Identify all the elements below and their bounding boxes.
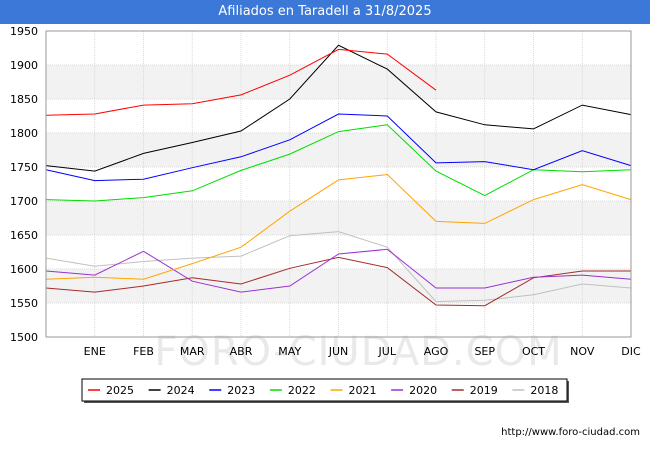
x-tick-label: SEP: [474, 345, 495, 358]
series-line-2021: [45, 173, 632, 280]
y-tick-label: 1700: [10, 195, 38, 208]
legend-label-2023: 2023: [227, 384, 255, 397]
y-tick-label: 1600: [10, 263, 38, 276]
x-tick-label: JUL: [378, 345, 397, 358]
legend-label-2022: 2022: [288, 384, 316, 397]
legend-label-2021: 2021: [349, 384, 377, 397]
y-tick-label: 1800: [10, 127, 38, 140]
x-tick-label: DIC: [621, 345, 641, 358]
legend-label-2018: 2018: [530, 384, 558, 397]
legend-label-2019: 2019: [470, 384, 498, 397]
legend: 2025 2024 2023 2022 2021 2020 2019 2018: [81, 378, 569, 403]
series-line-2023: [45, 113, 632, 182]
source-credit: http://www.foro-ciudad.com: [501, 427, 640, 438]
x-tick-label: JUN: [328, 345, 349, 358]
series-line-2025: [45, 48, 437, 116]
series-line-2024: [45, 44, 632, 172]
x-tick-label: FEB: [133, 345, 154, 358]
x-tick-label: NOV: [570, 345, 595, 358]
y-tick-label: 1950: [10, 25, 38, 38]
y-axis-ticks: 1500 1550 1600 1650 1700 1750 1800 1850 1900 1950: [10, 25, 38, 344]
y-tick-label: 1750: [10, 161, 38, 174]
y-tick-label: 1500: [10, 331, 38, 344]
series-line-2019: [45, 256, 631, 307]
x-tick-label: AGO: [424, 345, 449, 358]
series-line-2020: [45, 248, 632, 293]
legend-box: [81, 378, 568, 402]
x-tick-label: MAR: [180, 345, 205, 358]
x-axis-ticks: ENE FEB MAR ABR MAY JUN JUL AGO SEP OCT NOV DIC: [84, 345, 641, 358]
x-tick-label: MAY: [278, 345, 301, 358]
chart-title-bar: [0, 0, 650, 24]
y-tick-label: 1650: [10, 229, 38, 242]
x-tick-label: ABR: [230, 345, 253, 358]
legend-label-2020: 2020: [409, 384, 437, 397]
series-line-2018: [45, 231, 632, 303]
plot-frame: [45, 30, 632, 338]
series-lines: [45, 44, 632, 307]
x-tick-label: ENE: [84, 345, 106, 358]
legend-label-2024: 2024: [167, 384, 195, 397]
y-tick-label: 1900: [10, 59, 38, 72]
watermark: FORO-CIUDAD.COM: [154, 329, 562, 375]
legend-label-2025: 2025: [106, 384, 134, 397]
x-tick-label: OCT: [522, 345, 545, 358]
y-tick-label: 1550: [10, 297, 38, 310]
y-tick-label: 1850: [10, 93, 38, 106]
chart-title: Afiliados en Taradell a 31/8/2025: [218, 4, 432, 19]
